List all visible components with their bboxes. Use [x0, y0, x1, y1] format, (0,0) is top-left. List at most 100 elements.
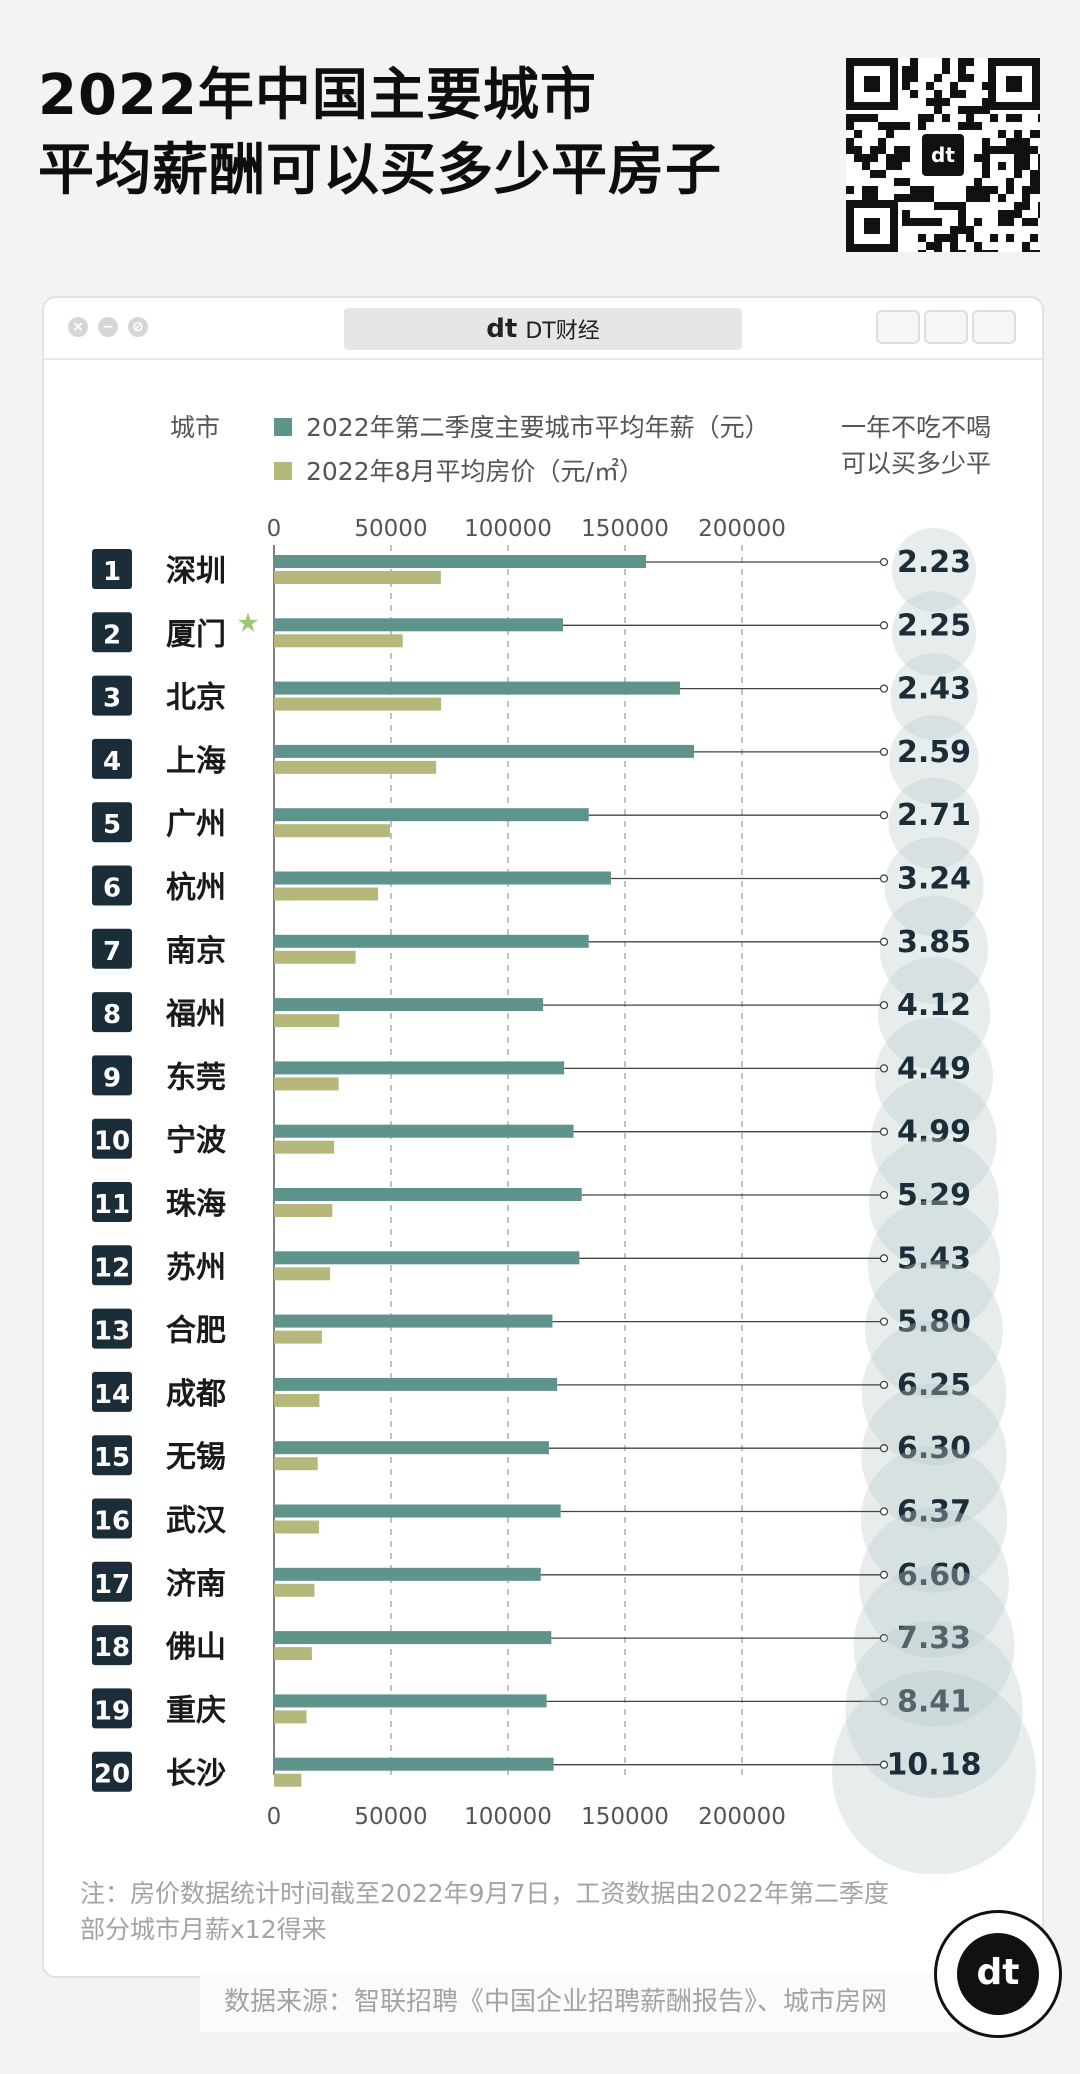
qr-module — [1014, 202, 1022, 210]
window-icon[interactable] — [972, 310, 1016, 344]
qr-module — [878, 170, 886, 178]
page-title: 2022年中国主要城市 平均薪酬可以买多少平房子 — [38, 58, 722, 208]
area-value-label: 3.24 — [897, 862, 971, 897]
chart-row: 3 北京 2.43 — [92, 653, 978, 741]
qr-module — [926, 82, 934, 90]
area-bubble — [865, 1260, 1003, 1399]
chart-row: 14 成都 6.25 — [92, 1320, 1007, 1466]
rank-label: 5 — [103, 810, 121, 840]
qr-module — [974, 154, 982, 162]
rank-label: 12 — [94, 1253, 130, 1283]
qr-module — [958, 218, 966, 226]
qr-module — [902, 146, 910, 154]
highlight-star-icon: ★ — [236, 608, 259, 638]
address-bar[interactable]: dt DT财经 — [344, 308, 742, 350]
home-icon[interactable] — [924, 310, 968, 344]
record-icon[interactable] — [876, 310, 920, 344]
qr-module — [982, 106, 990, 114]
qr-module — [854, 146, 862, 154]
qr-module — [982, 194, 990, 202]
leader-dot — [879, 1633, 889, 1643]
leader-dot — [879, 1380, 889, 1390]
qr-module — [958, 58, 966, 66]
x-tick-label: 50000 — [354, 1804, 427, 1830]
qr-module — [934, 74, 942, 82]
close-icon[interactable]: × — [68, 317, 88, 337]
chart-rows: 1 深圳 2.23 2 厦门 ★ 2.25 3 北京 2.43 4 上海 2.59 5 广州 2.71 6 杭州 3… — [92, 528, 1036, 1874]
rank-badge — [92, 1371, 132, 1412]
price-bar — [274, 1330, 322, 1344]
price-bar — [274, 1457, 318, 1471]
dt-badge[interactable]: dt — [934, 1910, 1062, 2038]
city-label: 上海 — [166, 744, 226, 779]
qr-module — [974, 106, 982, 114]
city-label: 厦门 — [166, 617, 226, 652]
address-bar-label: DT财经 — [525, 319, 600, 344]
qr-module — [870, 170, 878, 178]
qr-module — [990, 186, 998, 194]
chart-row: 17 济南 6.60 — [92, 1507, 1009, 1658]
leader-dot — [879, 1760, 889, 1769]
qr-module — [870, 146, 878, 154]
qr-module — [902, 210, 910, 218]
qr-module — [934, 90, 942, 98]
qr-module — [1030, 218, 1038, 226]
qr-module — [926, 186, 934, 194]
area-bubble — [861, 1320, 1007, 1466]
salary-bar — [274, 618, 563, 632]
area-bubble — [877, 956, 991, 1070]
restore-icon[interactable]: ⊘ — [128, 317, 148, 337]
qr-module — [902, 194, 910, 202]
qr-module — [934, 234, 942, 242]
rank-label: 3 — [103, 684, 121, 714]
minimize-icon[interactable]: − — [98, 317, 118, 337]
area-bubble — [889, 715, 979, 805]
city-label: 广州 — [166, 807, 226, 842]
qr-module — [958, 226, 966, 234]
qr-module — [958, 122, 966, 130]
area-value-label: 2.59 — [897, 735, 971, 770]
window-titlebar: × − ⊘ dt DT财经 — [44, 298, 1042, 360]
qr-module — [1030, 146, 1038, 154]
qr-module — [862, 114, 870, 122]
chart-row: 19 重庆 8.41 — [92, 1620, 1023, 1799]
qr-module — [934, 242, 942, 250]
qr-module — [998, 146, 1006, 154]
qr-module — [950, 234, 958, 242]
qr-module — [966, 122, 974, 130]
salary-bar — [274, 744, 695, 758]
price-bar — [274, 1773, 302, 1787]
price-bar — [274, 1710, 307, 1724]
rank-label: 10 — [94, 1127, 130, 1157]
salary-bar — [274, 871, 611, 885]
area-value-label: 10.18 — [887, 1748, 982, 1783]
qr-module — [918, 194, 926, 202]
qr-module — [910, 194, 918, 202]
area-value-label: 3.85 — [897, 925, 971, 960]
qr-module — [870, 114, 878, 122]
qr-module — [934, 218, 942, 226]
qr-module — [1030, 170, 1038, 178]
rank-label: 11 — [94, 1190, 130, 1220]
rank-badge — [92, 738, 132, 779]
qr-module — [1022, 194, 1030, 202]
qr-module — [974, 194, 982, 202]
qr-module — [862, 186, 870, 194]
x-tick-label: 200000 — [698, 516, 786, 542]
area-value-label: 2.23 — [897, 545, 971, 580]
qr-module — [910, 66, 918, 74]
chart-row: 16 武汉 6.37 — [92, 1446, 1008, 1593]
qr-module — [870, 186, 878, 194]
qr-module — [990, 234, 998, 242]
leader-dot — [879, 1444, 889, 1453]
qr-module — [902, 218, 910, 226]
qr-module — [1022, 202, 1030, 210]
qr-module — [982, 186, 990, 194]
qr-module — [958, 90, 966, 98]
qr-module — [1014, 154, 1022, 162]
qr-module — [990, 114, 998, 122]
qr-module — [974, 178, 982, 186]
qr-module — [1014, 138, 1022, 146]
legend-city-label: 城市 — [170, 413, 220, 442]
rank-badge — [92, 1435, 132, 1476]
